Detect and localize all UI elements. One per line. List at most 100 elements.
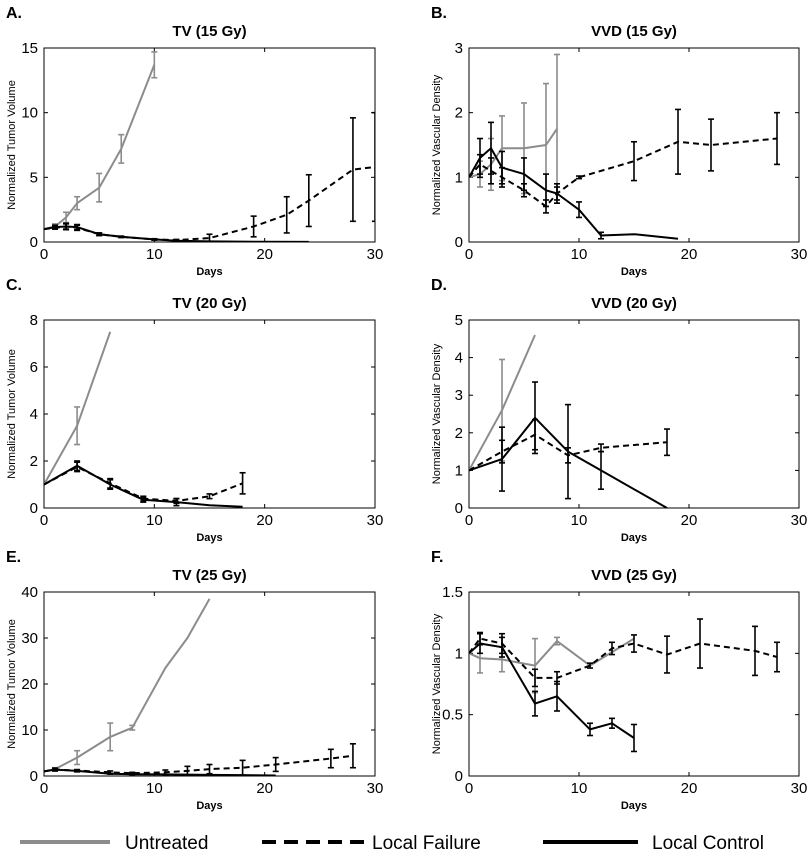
x-tick-label: 30 <box>791 246 808 263</box>
error-bar-local-control <box>532 690 538 717</box>
x-tick-label: 10 <box>571 512 588 529</box>
series-line-local-control <box>469 642 635 739</box>
series-line-local-control <box>469 147 679 240</box>
error-bar-local-control <box>74 769 81 773</box>
error-bar-local-failure <box>664 635 670 674</box>
x-tick-label: 0 <box>40 512 48 529</box>
error-bar-local-failure <box>532 668 538 688</box>
panel-letter: E. <box>6 549 21 566</box>
panel-letter: D. <box>431 277 447 294</box>
series-line-local-control <box>44 768 276 776</box>
panel-b: 0 10 20 30 0 1 2 3 B. VVD (15 Gy) Days Normalized V… <box>431 5 807 278</box>
series-group <box>44 51 375 242</box>
panel-letter: F. <box>431 549 443 566</box>
y-tick-label: 3 <box>455 387 463 404</box>
error-bar-local-control <box>532 381 538 455</box>
error-bar-local-failure <box>372 111 375 223</box>
error-bar-local-control <box>499 426 505 492</box>
legend-label: Untreated <box>125 833 208 854</box>
plot-frame <box>43 47 376 243</box>
error-bar-local-control <box>118 235 125 239</box>
x-tick-label: 30 <box>367 512 384 529</box>
y-tick-label: 30 <box>21 630 38 647</box>
error-bar-local-control <box>631 723 637 753</box>
plot-frame <box>468 591 800 777</box>
y-tick-label: 15 <box>21 40 38 57</box>
x-tick-label: 0 <box>40 780 48 797</box>
error-bar-local-failure <box>305 173 312 228</box>
error-bar-local-failure <box>708 118 714 172</box>
x-tick-label: 30 <box>367 246 384 263</box>
error-bar-untreated <box>129 724 136 731</box>
series-group <box>469 53 780 240</box>
x-axis-label: Days <box>196 800 222 812</box>
error-bar-local-control <box>576 201 582 219</box>
error-bar-untreated <box>554 53 560 204</box>
panel-title: TV (15 Gy) <box>172 23 246 40</box>
panel-d: 0 10 20 30 0 1 2 3 4 5 D. VVD (20 Gy) Days Normalized… <box>431 277 807 544</box>
error-bar-local-control <box>598 231 604 240</box>
y-tick-label: 8 <box>30 312 38 329</box>
x-tick-label: 0 <box>465 246 473 263</box>
x-tick-label: 10 <box>146 246 163 263</box>
y-tick-label: 0 <box>30 768 38 785</box>
x-tick-label: 30 <box>791 780 808 797</box>
error-bar-local-failure <box>609 641 615 656</box>
error-bar-local-failure <box>774 111 780 166</box>
error-bar-local-failure <box>250 215 257 238</box>
error-bar-local-failure <box>631 634 637 653</box>
y-tick-label: 5 <box>30 169 38 186</box>
y-tick-label: 1.5 <box>442 584 463 601</box>
series-line-local-control <box>469 416 668 508</box>
error-bar-local-control <box>499 150 505 185</box>
y-tick-label: 0 <box>455 500 463 517</box>
x-tick-label: 20 <box>681 780 698 797</box>
error-bar-local-control <box>499 636 505 658</box>
plot-frame <box>468 47 800 243</box>
y-axis-label: Normalized Vascular Density <box>431 74 443 215</box>
error-bar-local-control <box>107 772 114 775</box>
y-tick-label: 4 <box>30 406 38 423</box>
y-tick-label: 4 <box>455 350 463 367</box>
x-tick-label: 30 <box>367 780 384 797</box>
error-bar-local-control <box>74 223 81 231</box>
series-line-untreated <box>44 64 156 231</box>
panel-title: TV (20 Gy) <box>172 295 246 312</box>
series-line-local-failure <box>469 137 778 208</box>
y-tick-label: 10 <box>21 722 38 739</box>
error-bar-local-control <box>543 173 549 208</box>
error-bar-untreated <box>118 133 125 164</box>
series-line-local-failure <box>469 433 668 472</box>
panel-title: VVD (20 Gy) <box>591 295 677 312</box>
error-bar-local-failure <box>697 618 703 669</box>
error-bar-local-failure <box>349 742 356 769</box>
y-tick-label: 40 <box>21 584 38 601</box>
error-bar-local-failure <box>206 763 213 775</box>
x-tick-label: 0 <box>465 780 473 797</box>
y-axis-label: Normalized Tumor Volume <box>6 80 18 210</box>
error-bar-local-failure <box>283 195 290 234</box>
error-bar-local-control <box>554 680 560 712</box>
plot-frame <box>43 319 376 509</box>
error-bar-local-control <box>96 232 103 237</box>
panel-letter: B. <box>431 5 447 22</box>
error-bar-untreated <box>554 636 560 646</box>
error-bar-local-failure <box>239 471 246 495</box>
x-axis-label: Days <box>196 532 222 544</box>
y-axis-label: Normalized Vascular Density <box>431 343 443 484</box>
error-bar-local-control <box>565 403 571 500</box>
x-tick-label: 20 <box>256 246 273 263</box>
error-bar-local-control <box>587 722 593 737</box>
panel-letter: A. <box>6 5 22 22</box>
panel-title: TV (25 Gy) <box>172 567 246 584</box>
error-bar-local-control <box>74 460 81 472</box>
error-bar-untreated <box>74 406 81 446</box>
error-bar-local-failure <box>327 748 334 769</box>
x-tick-label: 10 <box>571 780 588 797</box>
error-bar-untreated <box>96 172 103 203</box>
y-tick-label: 20 <box>21 676 38 693</box>
series-line-local-failure <box>469 637 778 679</box>
error-bar-local-control <box>52 767 59 772</box>
error-bar-local-control <box>63 222 70 231</box>
